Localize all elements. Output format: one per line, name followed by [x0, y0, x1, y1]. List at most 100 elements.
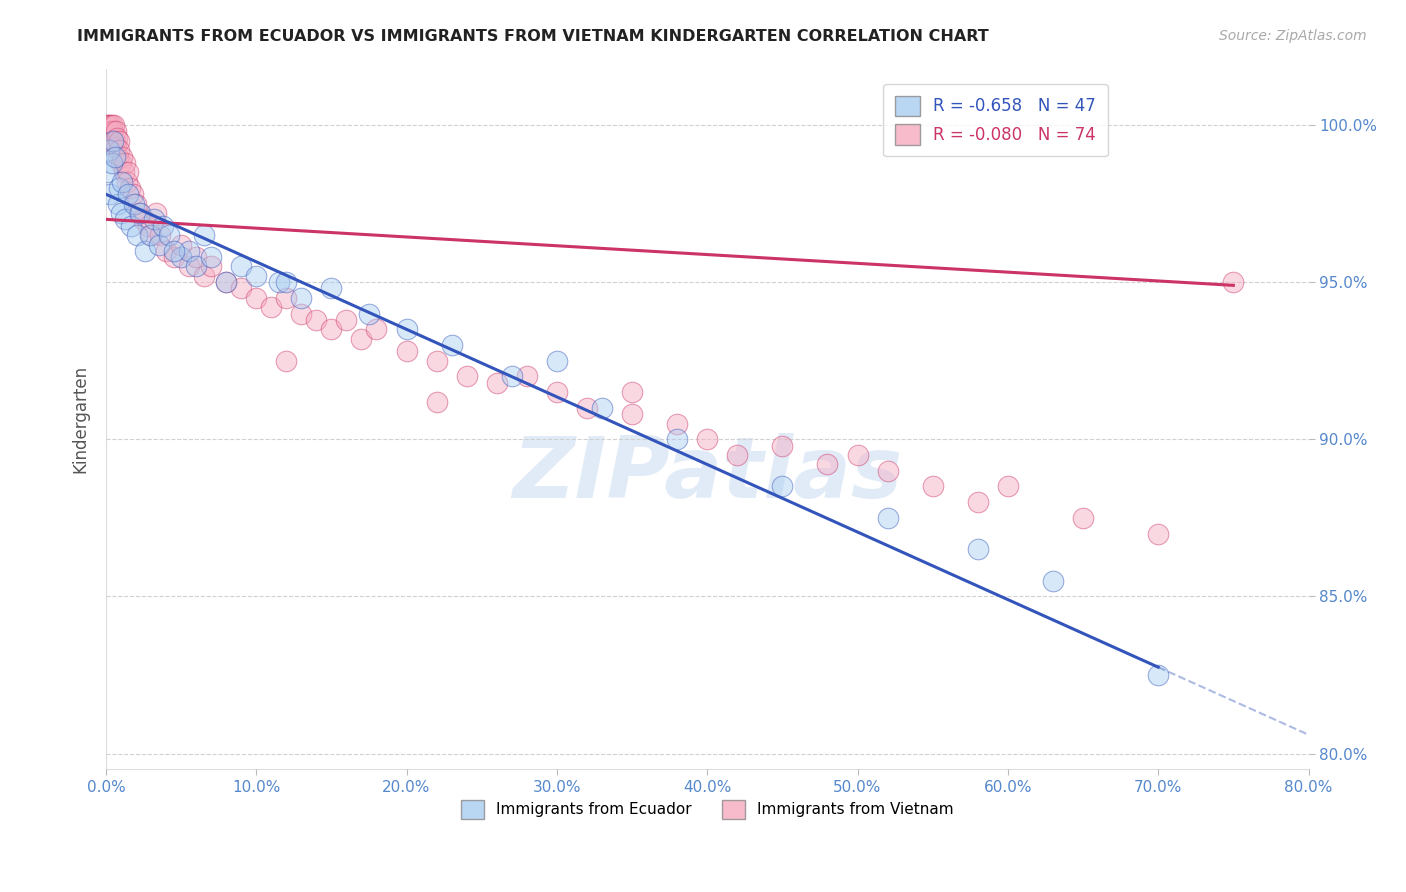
Point [456, 369, 478, 384]
Point [128, 206, 150, 220]
Point [231, 260, 253, 274]
Point [290, 291, 312, 305]
Point [139, 228, 162, 243]
Point [366, 322, 388, 336]
Point [132, 212, 155, 227]
Point [276, 291, 298, 305]
Point [134, 244, 156, 258]
Point [162, 250, 184, 264]
Point [97, 143, 120, 157]
Point [96, 118, 118, 132]
Point [440, 338, 463, 352]
Point [997, 479, 1019, 493]
Point [111, 149, 134, 163]
Point [184, 260, 207, 274]
Point [112, 165, 135, 179]
Point [215, 275, 238, 289]
Point [97, 124, 120, 138]
Point [100, 124, 122, 138]
Point [200, 250, 222, 264]
Point [107, 134, 129, 148]
Point [1222, 275, 1244, 289]
Point [114, 212, 136, 227]
Point [110, 206, 132, 220]
Point [876, 464, 898, 478]
Text: Source: ZipAtlas.com: Source: ZipAtlas.com [1219, 29, 1367, 43]
Point [149, 228, 172, 243]
Point [921, 479, 943, 493]
Point [110, 156, 132, 170]
Point [1147, 526, 1170, 541]
Point [666, 433, 689, 447]
Point [321, 322, 343, 336]
Point [111, 175, 134, 189]
Point [501, 369, 523, 384]
Point [193, 268, 215, 283]
Point [122, 187, 145, 202]
Point [485, 376, 508, 390]
Point [162, 244, 184, 258]
Point [395, 322, 418, 336]
Point [148, 237, 170, 252]
Text: ZIPatlas: ZIPatlas [512, 434, 903, 516]
Point [105, 130, 128, 145]
Point [321, 281, 343, 295]
Point [177, 244, 200, 258]
Point [170, 237, 193, 252]
Point [127, 228, 149, 243]
Point [276, 353, 298, 368]
Point [104, 124, 127, 138]
Point [516, 369, 538, 384]
Point [1071, 511, 1094, 525]
Point [108, 181, 131, 195]
Point [966, 495, 988, 509]
Point [305, 313, 328, 327]
Point [276, 275, 298, 289]
Point [621, 385, 644, 400]
Point [817, 458, 839, 472]
Point [97, 118, 120, 132]
Point [157, 228, 180, 243]
Point [129, 206, 152, 220]
Point [350, 332, 373, 346]
Point [876, 511, 898, 525]
Point [245, 291, 267, 305]
Point [184, 250, 207, 264]
Point [117, 165, 139, 179]
Point [177, 260, 200, 274]
Point [103, 118, 125, 132]
Point [395, 344, 418, 359]
Point [770, 439, 793, 453]
Point [846, 448, 869, 462]
Point [426, 353, 449, 368]
Point [621, 407, 644, 421]
Point [117, 187, 139, 202]
Point [100, 187, 122, 202]
Point [121, 219, 143, 233]
Point [101, 118, 124, 132]
Point [575, 401, 598, 415]
Point [770, 479, 793, 493]
Point [98, 118, 121, 132]
Point [546, 385, 568, 400]
Point [107, 149, 129, 163]
Point [335, 313, 357, 327]
Point [125, 196, 148, 211]
Text: IMMIGRANTS FROM ECUADOR VS IMMIGRANTS FROM VIETNAM KINDERGARTEN CORRELATION CHAR: IMMIGRANTS FROM ECUADOR VS IMMIGRANTS FR… [77, 29, 988, 44]
Point [696, 433, 718, 447]
Point [103, 134, 125, 148]
Point [215, 275, 238, 289]
Point [546, 353, 568, 368]
Point [1042, 574, 1064, 588]
Point [152, 219, 174, 233]
Point [200, 260, 222, 274]
Point [155, 244, 177, 258]
Legend: Immigrants from Ecuador, Immigrants from Vietnam: Immigrants from Ecuador, Immigrants from… [454, 794, 960, 825]
Y-axis label: Kindergarten: Kindergarten [72, 365, 89, 473]
Point [115, 175, 138, 189]
Point [107, 196, 129, 211]
Point [170, 250, 193, 264]
Point [100, 134, 122, 148]
Point [290, 307, 312, 321]
Point [143, 212, 166, 227]
